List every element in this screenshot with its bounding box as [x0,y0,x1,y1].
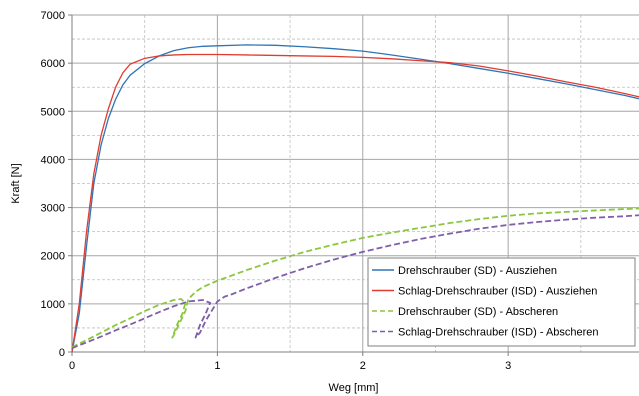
tick-label-layer: 0 1000 2000 3000 4000 5000 6000 7000 0 1 2 3 [41,10,512,372]
series-line-4 [71,214,639,349]
legend-label-1: Drehschrauber (SD) - Ausziehen [398,265,557,277]
series-line-3 [71,207,639,348]
y-tick-label: 7000 [41,10,65,22]
y-tick-label: 5000 [41,106,65,118]
y-tick-label: 1000 [41,299,65,311]
x-tick-label: 0 [69,360,75,372]
legend-box [367,257,636,347]
legend-label-4: Schlag-Drehschrauber (ISD) - Abscheren [398,327,599,339]
y-tick-label: 6000 [41,58,65,70]
y-tick-label: 2000 [41,251,65,263]
legend: Drehschrauber (SD) - Ausziehen Schlag-Dre… [367,257,636,347]
x-tick-label: 2 [360,360,366,372]
legend-items: Drehschrauber (SD) - Ausziehen Schlag-Dre… [372,265,599,339]
axes-layer [68,14,639,356]
series-line-1 [71,44,639,353]
x-tick-label: 1 [214,360,220,372]
legend-label-2: Schlag-Drehschrauber (ISD) - Ausziehen [398,286,597,298]
series-line-2 [71,53,639,353]
legend-label-3: Drehschrauber (SD) - Abscheren [398,306,558,318]
y-tick-label: 0 [59,347,65,359]
grid-layer [72,14,639,352]
y-tick-label: 4000 [41,154,65,166]
x-tick-label: 3 [505,360,511,372]
y-tick-label: 3000 [41,203,65,215]
y-axis-title: Kraft [N] [10,163,22,203]
x-axis-title: Weg [mm] [329,382,379,394]
series-layer [71,44,639,353]
